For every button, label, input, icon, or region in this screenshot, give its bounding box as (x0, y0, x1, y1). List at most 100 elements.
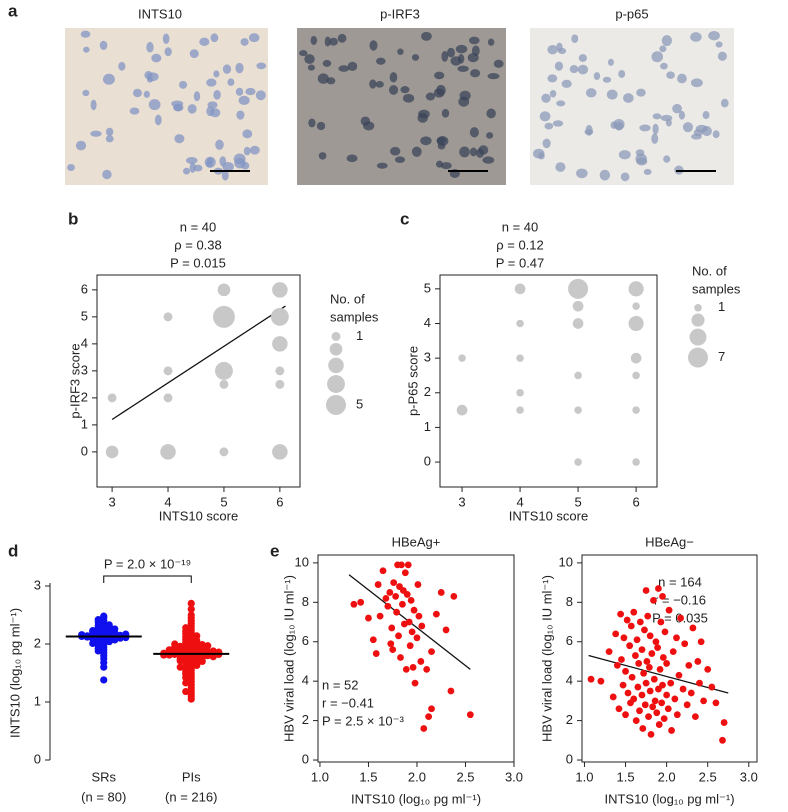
nucleus (146, 41, 154, 53)
nucleus (659, 45, 667, 53)
point (408, 628, 416, 636)
nucleus (82, 89, 90, 97)
dot (198, 657, 206, 666)
point (646, 687, 654, 695)
x-tick-label: 4 (516, 494, 523, 509)
x-tick-label: 1.5 (617, 769, 635, 784)
y-tick-label: 0 (302, 751, 309, 766)
legend-title: samples (330, 309, 379, 324)
point (641, 626, 648, 634)
dot (209, 653, 217, 661)
point (406, 642, 414, 650)
point (365, 614, 372, 622)
point (410, 606, 418, 614)
y-tick-label: 2 (34, 635, 41, 650)
point (696, 679, 703, 687)
legend-bubble (689, 328, 707, 346)
y-tick-label: 2 (424, 384, 431, 399)
point (425, 713, 433, 721)
nucleus (436, 84, 446, 96)
nucleus (213, 90, 221, 100)
bubble (272, 444, 288, 460)
bubble (632, 406, 640, 414)
dot (111, 636, 119, 644)
point (398, 561, 405, 569)
x-tick-label: 3.0 (740, 769, 758, 784)
image-label: p-p65 (615, 6, 648, 21)
nucleus (585, 124, 593, 136)
point (664, 705, 672, 713)
x-tick-label: 1.0 (575, 769, 593, 784)
point (700, 697, 707, 705)
point (405, 618, 413, 626)
nucleus (235, 62, 244, 74)
dot (89, 639, 97, 648)
nucleus (199, 37, 210, 46)
nucleus (476, 148, 485, 158)
legend-bubble (327, 375, 345, 393)
point (638, 646, 646, 654)
legend-bubble (694, 304, 702, 312)
nucleus (308, 118, 316, 128)
point (671, 695, 679, 703)
nucleus (459, 146, 470, 158)
nucleus (182, 167, 191, 175)
nucleus (238, 95, 250, 105)
point (399, 600, 406, 608)
point (622, 667, 629, 675)
panel-letter: a (8, 1, 18, 20)
bubble (628, 315, 644, 332)
legend-bubble (691, 313, 705, 327)
nucleus (222, 162, 234, 172)
nucleus (672, 103, 682, 114)
nucleus (204, 156, 216, 168)
bubble (568, 278, 589, 299)
bubble (107, 393, 117, 403)
y-tick-label: 5 (81, 308, 88, 323)
nucleus (544, 122, 554, 130)
point (659, 654, 667, 661)
point (587, 675, 595, 683)
dot (187, 614, 195, 622)
y-tick-label: 8 (302, 594, 309, 609)
nucleus (174, 134, 185, 144)
point (597, 677, 605, 685)
nucleus (102, 73, 115, 85)
nucleus (369, 79, 377, 89)
x-tick-label: 3 (458, 494, 465, 509)
y-axis-label: p-IRF3 score (67, 343, 82, 418)
fit-line (588, 654, 729, 694)
bubble (275, 379, 285, 389)
dot (160, 651, 168, 659)
dot (193, 642, 201, 650)
bubble (458, 354, 466, 362)
nucleus (318, 152, 327, 160)
dot (176, 657, 184, 665)
dot (182, 679, 190, 687)
point (628, 673, 636, 681)
nucleus (162, 33, 170, 45)
nucleus (571, 34, 579, 43)
nucleus (90, 99, 97, 111)
legend-bubble (329, 342, 343, 356)
y-tick-label: 6 (566, 633, 573, 648)
dot (171, 643, 179, 651)
bubble (514, 283, 526, 295)
dot (187, 620, 195, 628)
dot (187, 599, 195, 608)
dot (193, 632, 201, 640)
nucleus (151, 53, 162, 63)
point (613, 662, 621, 669)
point (646, 632, 654, 640)
point (651, 697, 659, 705)
bubble (574, 406, 582, 414)
x-tick-label: 1.0 (311, 769, 329, 784)
bubble (572, 300, 584, 312)
nucleus (440, 162, 452, 170)
x-tick-label: 4 (164, 494, 171, 509)
y-tick-label: 10 (295, 554, 309, 569)
nucleus (434, 71, 445, 80)
nucleus (469, 127, 479, 138)
nucleus (337, 33, 347, 43)
nucleus (236, 110, 245, 120)
